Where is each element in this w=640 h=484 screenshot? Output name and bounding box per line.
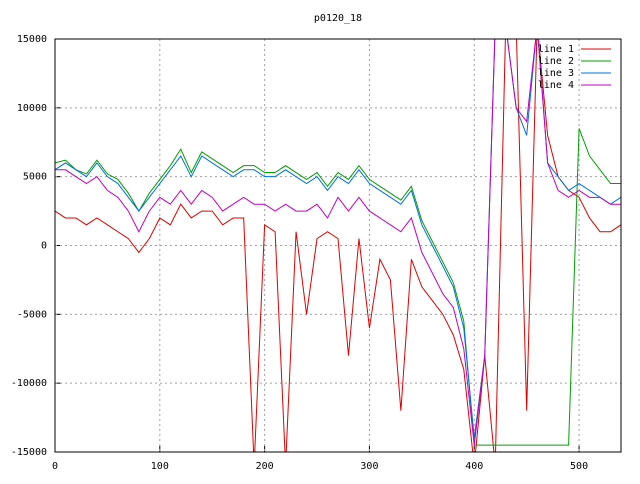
series-line [55, 39, 621, 439]
legend-label: line 1 [538, 44, 574, 55]
series-line [55, 39, 621, 446]
y-tick-label: 15000 [17, 34, 47, 45]
y-tick-label: 0 [41, 241, 47, 252]
x-tick-label: 500 [570, 461, 588, 472]
y-tick-label: -5000 [17, 309, 47, 320]
x-tick-label: 200 [256, 461, 274, 472]
series-line [55, 128, 621, 446]
y-tick-label: -10000 [11, 378, 47, 389]
x-tick-label: 0 [52, 461, 58, 472]
x-tick-label: 100 [151, 461, 169, 472]
x-tick-label: 400 [465, 461, 483, 472]
legend-label: line 3 [538, 68, 574, 79]
y-tick-label: 10000 [17, 103, 47, 114]
series-line [55, 39, 621, 452]
chart-title: p0120_18 [314, 13, 362, 24]
plot-area [55, 39, 621, 452]
legend-label: line 2 [538, 56, 574, 67]
y-tick-label: -15000 [11, 447, 47, 458]
y-tick-label: 5000 [23, 172, 47, 183]
legend-label: line 4 [538, 80, 574, 91]
x-tick-label: 300 [360, 461, 378, 472]
plot-frame [54, 38, 622, 453]
